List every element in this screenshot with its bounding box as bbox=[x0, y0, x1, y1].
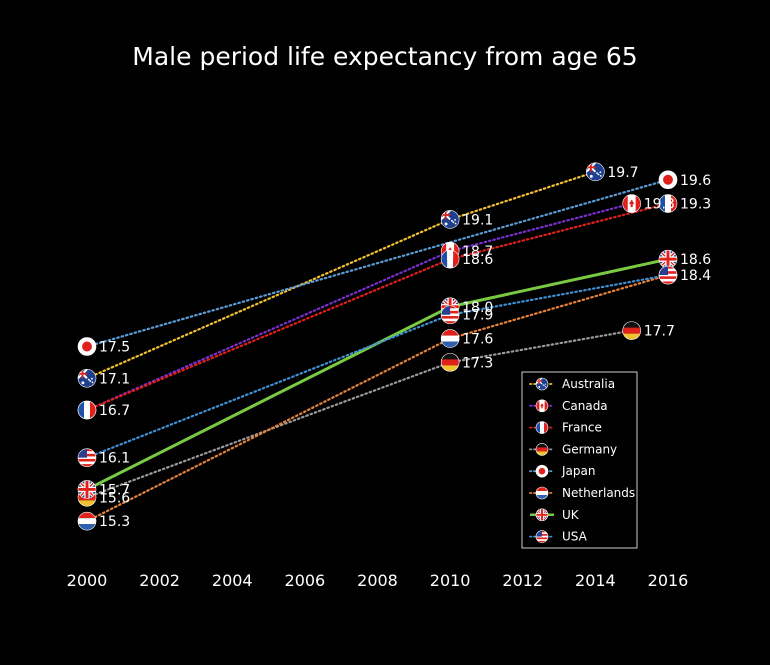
data-label-canada-2015: 19.3 bbox=[644, 197, 675, 213]
data-label-germany-2015: 17.7 bbox=[644, 324, 675, 340]
point-germany-2015 bbox=[622, 321, 641, 340]
point-uk-2000 bbox=[77, 480, 97, 499]
data-label-netherlands-2010: 17.6 bbox=[462, 332, 493, 348]
data-label-usa-2000: 16.1 bbox=[99, 451, 130, 467]
legend-flag-netherlands bbox=[535, 486, 549, 500]
data-label-japan-2000: 17.5 bbox=[99, 340, 130, 356]
legend-flag-canada bbox=[535, 399, 549, 413]
point-france-2000 bbox=[77, 400, 97, 420]
legend-label-usa: USA bbox=[562, 530, 588, 544]
legend-label-uk: UK bbox=[562, 508, 580, 522]
legend-label-netherlands: Netherlands bbox=[562, 486, 635, 500]
legend-label-australia: Australia bbox=[562, 377, 615, 391]
point-usa-2000 bbox=[77, 448, 97, 467]
data-label-netherlands-2000: 15.3 bbox=[99, 514, 130, 530]
point-japan-2016 bbox=[658, 170, 678, 190]
data-labels: 17.1 19.1 19.7 18.7 19.3 16.7 18.6 19.3 15.6 17.3… bbox=[99, 165, 711, 530]
point-netherlands-2000 bbox=[77, 511, 97, 531]
point-usa-2016 bbox=[658, 265, 678, 285]
legend-label-france: France bbox=[562, 421, 602, 435]
data-label-uk-2010: 18.0 bbox=[462, 300, 493, 316]
legend-label-germany: Germany bbox=[562, 442, 617, 456]
x-tick-2012: 2012 bbox=[502, 571, 543, 590]
x-tick-2008: 2008 bbox=[357, 571, 398, 590]
x-tick-2004: 2004 bbox=[212, 571, 253, 590]
data-label-usa-2016: 18.4 bbox=[680, 268, 711, 284]
x-tick-2000: 2000 bbox=[67, 571, 108, 590]
data-label-germany-2000: 15.6 bbox=[99, 490, 130, 506]
legend-flag-germany bbox=[535, 443, 549, 456]
legend-flag-france bbox=[535, 421, 549, 434]
data-label-france-2010: 18.6 bbox=[462, 252, 493, 268]
data-label-australia-2014: 19.7 bbox=[607, 165, 638, 181]
legend-label-japan: Japan bbox=[561, 464, 595, 478]
point-australia-2000 bbox=[77, 368, 97, 388]
x-tick-2002: 2002 bbox=[139, 571, 180, 590]
series-line-australia bbox=[85, 170, 597, 380]
data-label-japan-2016: 19.6 bbox=[680, 173, 711, 189]
x-tick-2016: 2016 bbox=[648, 571, 689, 590]
data-label-uk-2016: 18.6 bbox=[680, 252, 711, 268]
series-line-usa bbox=[85, 273, 670, 459]
legend-flag-japan bbox=[535, 464, 549, 478]
legend-label-canada: Canada bbox=[562, 399, 608, 413]
data-label-germany-2010: 17.3 bbox=[462, 355, 493, 371]
point-australia-2010 bbox=[440, 210, 460, 229]
point-germany-2010 bbox=[440, 353, 460, 372]
legend-flag-australia bbox=[535, 377, 549, 391]
x-tick-2006: 2006 bbox=[285, 571, 326, 590]
x-tick-2010: 2010 bbox=[430, 571, 471, 590]
data-label-france-2016: 19.3 bbox=[680, 197, 711, 213]
data-label-uk-2000: 15.7 bbox=[99, 482, 130, 498]
legend: Australia Canada France Germany Japan Netherl… bbox=[521, 371, 638, 549]
data-label-canada-2010: 18.7 bbox=[462, 244, 493, 260]
x-tick-2014: 2014 bbox=[575, 571, 616, 590]
data-label-australia-2000: 17.1 bbox=[99, 371, 130, 387]
data-label-france-2000: 16.7 bbox=[99, 403, 130, 419]
point-japan-2000 bbox=[77, 337, 97, 356]
chart-title: Male period life expectancy from age 65 bbox=[132, 42, 638, 71]
data-label-usa-2010: 17.9 bbox=[462, 308, 493, 324]
point-france-2016 bbox=[658, 194, 678, 213]
point-netherlands-2010 bbox=[440, 329, 460, 348]
legend-flag-usa bbox=[535, 530, 549, 543]
point-canada-2015 bbox=[622, 194, 641, 213]
legend-flag-uk bbox=[535, 508, 549, 522]
point-usa-2010 bbox=[440, 305, 460, 325]
point-france-2010 bbox=[440, 249, 460, 269]
point-uk-2016 bbox=[658, 249, 678, 269]
x-axis-ticks: 2000 2002 2004 2006 2008 2010 2012 2014 2016 bbox=[67, 571, 689, 590]
series-markers bbox=[77, 162, 678, 531]
point-australia-2014 bbox=[586, 162, 605, 182]
series-line-japan bbox=[85, 178, 670, 348]
data-label-australia-2010: 19.1 bbox=[462, 212, 493, 228]
